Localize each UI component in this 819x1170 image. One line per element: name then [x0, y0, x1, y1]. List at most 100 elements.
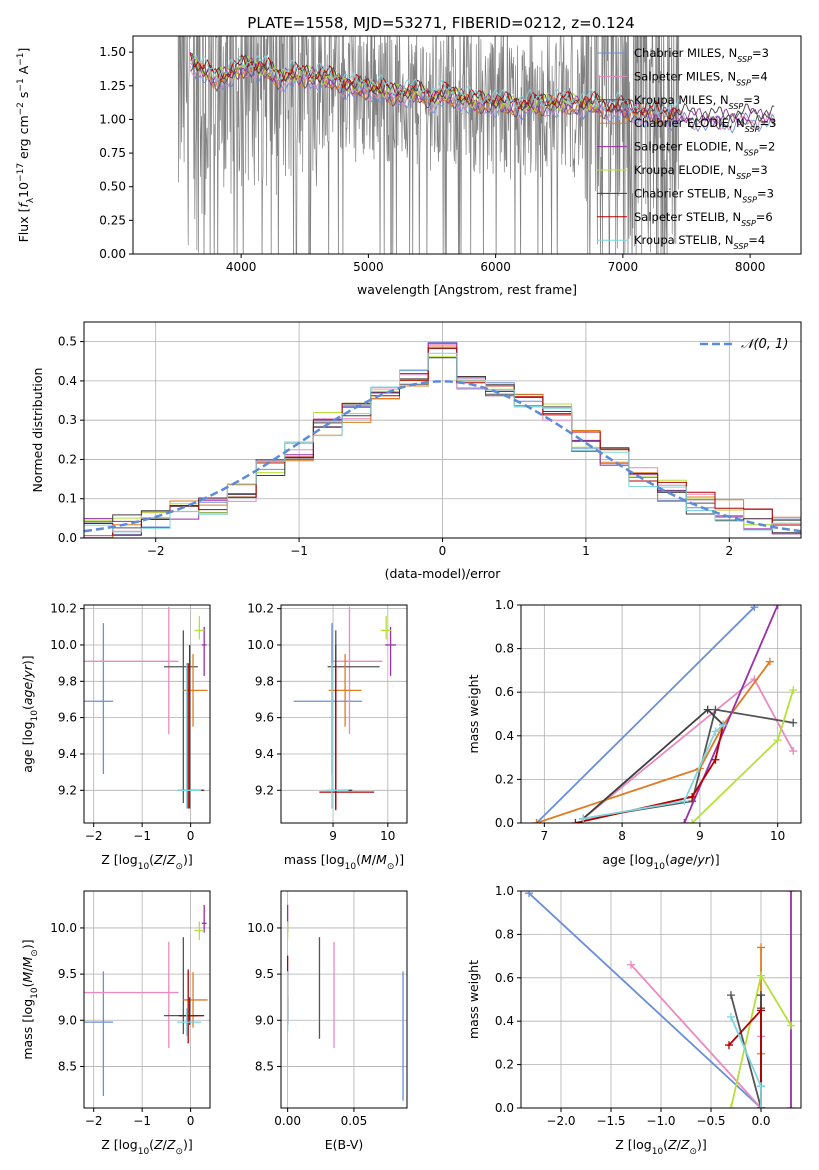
y-tick-label: 1.0 [495, 884, 514, 898]
x-tick-label: −1 [133, 1114, 151, 1128]
x-tick-label: 4000 [226, 260, 257, 274]
x-axis-label: E(B-V) [325, 1137, 364, 1152]
y-tick-label: 9.6 [58, 711, 77, 725]
y-tick-label: 9.2 [255, 783, 274, 797]
model-spectrum-line [190, 54, 603, 113]
weight-point-marker [787, 1104, 795, 1108]
y-tick-label: 0.1 [58, 492, 77, 506]
weight-point-marker [627, 960, 635, 969]
x-tick-label: 9 [329, 829, 337, 843]
legend-entry: Chabrier STELIB, NSSP=3 [634, 186, 774, 204]
weight-point-marker [757, 971, 765, 980]
y-axis-label: mass weight [466, 674, 481, 753]
y-tick-label: 1.0 [495, 598, 514, 612]
weight-point-marker [688, 792, 697, 801]
x-tick-label: 8 [618, 829, 626, 843]
weight-point-marker [711, 755, 720, 764]
y-tick-label: 8.5 [58, 1059, 77, 1073]
x-tick-label: 6000 [480, 260, 511, 274]
x-tick-label: 7000 [608, 260, 639, 274]
weight-point-marker [787, 1021, 795, 1030]
y-tick-label: 9.5 [255, 967, 274, 981]
x-tick-label: 0 [187, 1114, 195, 1128]
x-axis-label: wavelength [Angstrom, rest frame] [357, 282, 577, 297]
y-axis-label: Normed distribution [30, 368, 45, 493]
weight-point-marker [789, 718, 798, 727]
x-axis-label: Z [log10(Z/Z⊙)] [101, 852, 193, 872]
y-tick-label: 9.4 [58, 747, 77, 761]
model-spectrum-line [189, 53, 680, 120]
weight-series-line [535, 606, 755, 823]
y-tick-label: 0.6 [495, 971, 514, 985]
y-axis-label: age [log10(age/yr)] [20, 655, 40, 772]
x-tick-label: −2 [85, 829, 103, 843]
legend-entry: Kroupa STELIB, NSSP=4 [634, 233, 765, 251]
y-tick-label: 0.0 [58, 531, 77, 545]
weight-point-marker [688, 819, 697, 823]
x-axis-label: (data-model)/error [385, 566, 502, 581]
legend-entry: Kroupa ELODIE, NSSP=3 [634, 163, 768, 181]
x-axis-label: mass [log10(M/M⊙)] [284, 852, 404, 872]
y-tick-label: 0.8 [495, 927, 514, 941]
y-tick-label: 10.0 [50, 921, 77, 935]
weight-point-marker [727, 991, 735, 1000]
weight-point-marker [765, 657, 774, 666]
axes-frame [132, 35, 802, 255]
weight-series-line [583, 724, 724, 820]
axes-frame [83, 890, 211, 1109]
weight-lines [532, 605, 798, 823]
weight-point-marker [757, 1082, 765, 1091]
legend-entry: Salpeter STELIB, NSSP=6 [634, 210, 773, 228]
x-axis-label: Z [log10(Z/Z⊙)] [101, 1137, 193, 1157]
weight-point-marker [757, 1104, 765, 1108]
y-tick-label: 10.0 [247, 921, 274, 935]
legend-entry: Chabrier MILES, NSSP=3 [634, 46, 769, 64]
weight-point-marker [789, 686, 798, 695]
weight-point-marker [789, 747, 798, 756]
y-tick-label: 0.2 [495, 1058, 514, 1072]
weight-point-marker [571, 819, 580, 823]
y-tick-label: 9.5 [58, 967, 77, 981]
weight-point-marker [703, 705, 712, 714]
x-tick-label: −2 [147, 544, 165, 558]
y-tick-label: 0.00 [99, 247, 126, 261]
x-tick-label: 0.00 [274, 1114, 301, 1128]
y-axis-label: mass [log10(M/M⊙)] [20, 939, 40, 1059]
axes-frame [280, 890, 408, 1109]
weight-point-marker [757, 943, 765, 952]
y-axis-label: Flux [fλ10−17 erg cm−2 s−1 A−1] [16, 48, 36, 243]
x-tick-label: −1.5 [596, 1114, 625, 1128]
weight-point-marker [750, 605, 759, 612]
x-tick-label: −1 [133, 829, 151, 843]
x-tick-label: 1 [582, 544, 590, 558]
axes-frame [83, 604, 211, 824]
y-tick-label: 9.0 [255, 1013, 274, 1027]
weight-point-marker [757, 1006, 765, 1015]
y-tick-label: 9.6 [255, 711, 274, 725]
weight-point-marker [525, 891, 533, 898]
x-tick-label: 0.0 [751, 1114, 770, 1128]
weight-point-marker [711, 727, 720, 736]
x-tick-label: −1 [290, 544, 308, 558]
y-tick-label: 9.2 [58, 783, 77, 797]
y-tick-label: 0.5 [58, 335, 77, 349]
y-tick-label: 9.8 [58, 674, 77, 688]
y-tick-label: 0.3 [58, 413, 77, 427]
x-tick-label: 10 [380, 829, 395, 843]
weight-point-marker [711, 705, 720, 714]
axes-frame [280, 604, 408, 824]
x-tick-label: −2 [85, 1114, 103, 1128]
weight-point-marker [532, 819, 541, 823]
y-tick-label: 8.5 [255, 1059, 274, 1073]
x-axis-label: age [log10(age/yr)] [602, 852, 719, 872]
y-tick-label: 10.2 [50, 602, 77, 616]
x-tick-label: 2 [725, 544, 733, 558]
y-tick-label: 1.25 [99, 79, 126, 93]
legend-entry: Kroupa MILES, NSSP=3 [634, 93, 760, 111]
x-axis-label: Z [log10(Z/Z⊙)] [615, 1137, 707, 1157]
y-tick-label: 1.50 [99, 45, 126, 59]
y-axis-label: mass weight [466, 960, 481, 1039]
y-tick-label: 9.8 [255, 674, 274, 688]
y-tick-label: 0.2 [495, 772, 514, 786]
x-tick-label: −1.0 [646, 1114, 675, 1128]
